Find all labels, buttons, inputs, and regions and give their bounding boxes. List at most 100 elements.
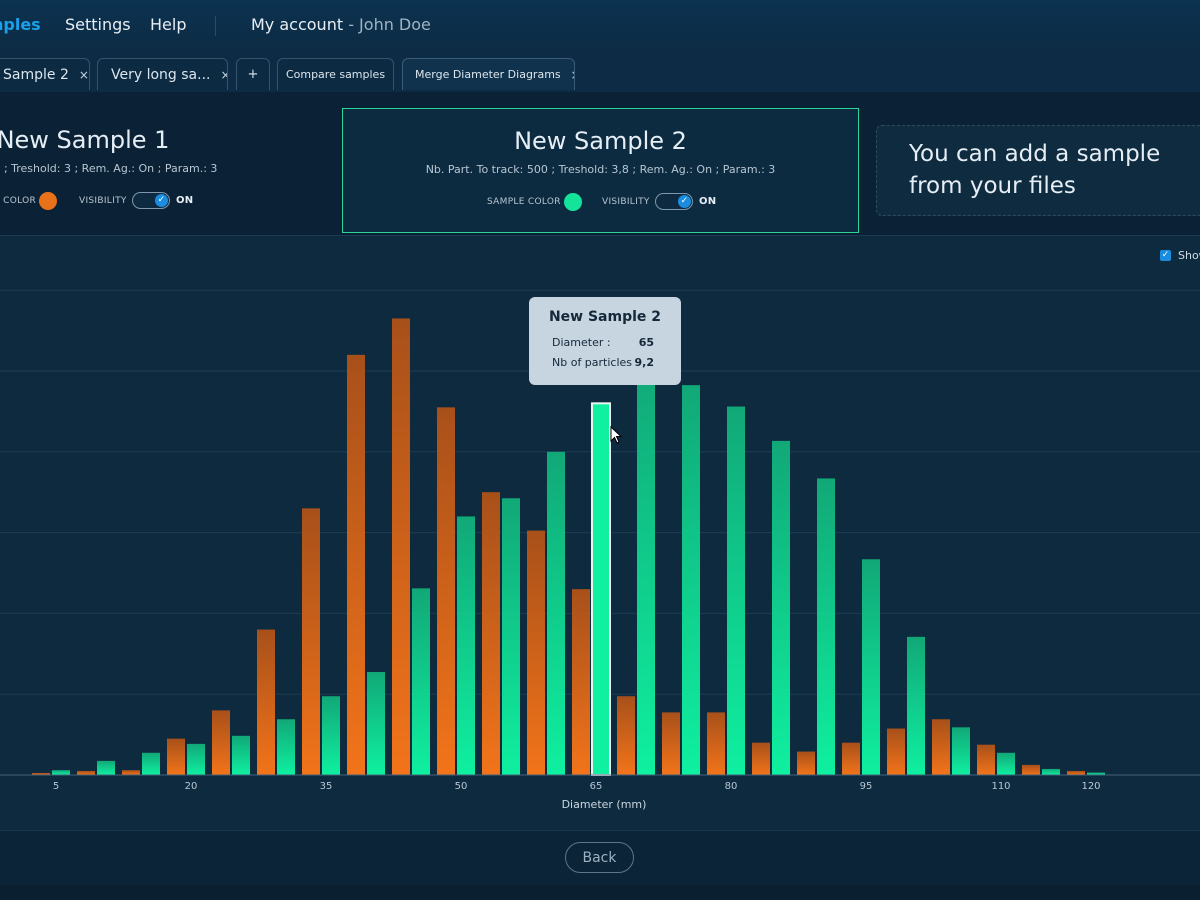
add-sample-text: You can add a sample from your files	[909, 141, 1161, 199]
sample1-bar-55[interactable]	[482, 492, 500, 775]
sample1-bar-90[interactable]	[797, 751, 815, 775]
tab-sample-2[interactable]: Sample 2 ×	[0, 58, 90, 90]
add-sample-dropzone[interactable]: You can add a sample from your files	[876, 125, 1200, 216]
nav-settings-link[interactable]: Settings	[65, 15, 131, 34]
samples-row: New Sample 1 rack: 500 ; Treshold: 3 ; R…	[0, 92, 1200, 236]
sample2-bar-80[interactable]	[727, 406, 745, 775]
sample1-bar-80[interactable]	[707, 712, 725, 775]
sample1-bar-45[interactable]	[392, 318, 410, 775]
x-axis-label: Diameter (mm)	[562, 798, 647, 811]
sample2-bar-70[interactable]	[637, 366, 655, 775]
top-nav-bar: nples Settings Help My account - John Do…	[0, 0, 1200, 50]
sample2-bar-35[interactable]	[322, 696, 340, 775]
sample-title: New Sample 1	[0, 126, 170, 154]
x-tick-label: 5	[53, 781, 59, 792]
x-tick-label: 95	[860, 781, 873, 792]
close-icon[interactable]: ×	[571, 68, 574, 82]
sample2-bar-120[interactable]	[1087, 772, 1105, 775]
tab-compare-samples[interactable]: Compare samples	[277, 58, 394, 90]
show-checkbox[interactable]: ✓ Show	[1160, 249, 1200, 263]
sample-color-label: E COLOR	[0, 196, 37, 206]
sample1-bar-60[interactable]	[527, 530, 545, 775]
plus-icon: +	[247, 67, 259, 82]
x-tick-label: 20	[185, 781, 198, 792]
nav-help-link[interactable]: Help	[150, 15, 187, 34]
sample2-bar-40[interactable]	[367, 671, 385, 775]
sample2-bar-45[interactable]	[412, 588, 430, 775]
sample1-bar-35[interactable]	[302, 508, 320, 775]
bottom-strip	[0, 885, 1200, 900]
add-tab-button[interactable]: +	[236, 58, 270, 90]
sample2-bar-90[interactable]	[817, 478, 835, 775]
sample1-bar-110[interactable]	[977, 744, 995, 775]
sample2-bar-25[interactable]	[232, 735, 250, 775]
close-icon[interactable]: ×	[78, 67, 89, 82]
tab-label: Very long sa...	[111, 66, 211, 83]
sample-params: Nb. Part. To track: 500 ; Treshold: 3,8 …	[425, 163, 776, 176]
sample2-bar-95[interactable]	[862, 559, 880, 775]
sample1-bar-50[interactable]	[437, 407, 455, 775]
sample-card-2[interactable]: New Sample 2 Nb. Part. To track: 500 ; T…	[342, 108, 859, 233]
sample2-bar-85[interactable]	[772, 440, 790, 775]
tab-very-long-sample[interactable]: Very long sa... ×	[97, 58, 228, 90]
x-tick-labels: 5 20 35 50 65 80 95 110 120	[53, 781, 1101, 792]
sample1-bar-65[interactable]	[572, 589, 590, 775]
account-label: My account	[251, 15, 344, 34]
sample2-bar-105[interactable]	[952, 727, 970, 775]
check-icon: ✓	[678, 195, 691, 208]
sample2-bar-10[interactable]	[97, 760, 115, 775]
sample2-bar-115[interactable]	[1042, 768, 1060, 775]
tooltip-diameter-value: 65	[638, 336, 654, 349]
tab-label: Sample 2	[3, 66, 69, 83]
nav-account-link[interactable]: My account - John Doe	[251, 15, 431, 34]
sample1-bar-15[interactable]	[122, 770, 140, 775]
sample1-bar-95[interactable]	[842, 742, 860, 775]
close-icon[interactable]: ×	[220, 68, 227, 82]
tooltip-particles-label: Nb of particles	[552, 356, 633, 369]
sample1-bar-30[interactable]	[257, 629, 275, 775]
sample2-bar-5[interactable]	[52, 770, 70, 775]
x-tick-label: 80	[725, 781, 738, 792]
tooltip-title: New Sample 2	[548, 309, 662, 325]
check-icon: ✓	[155, 194, 168, 207]
sample2-bar-55[interactable]	[502, 498, 520, 775]
tab-label: Compare samples	[285, 68, 386, 81]
sample-card-1[interactable]: New Sample 1 rack: 500 ; Treshold: 3 ; R…	[0, 108, 343, 233]
sample2-bar-30[interactable]	[277, 719, 295, 775]
back-button[interactable]: Back	[565, 842, 634, 873]
sample2-bar-100[interactable]	[907, 636, 925, 775]
sample-title: New Sample 2	[514, 127, 687, 155]
sample2-bar-20[interactable]	[187, 743, 205, 775]
nav-samples-link[interactable]: nples	[0, 15, 41, 34]
visibility-toggle[interactable]: ✓	[655, 193, 693, 210]
sample1-bar-115[interactable]	[1022, 764, 1040, 775]
checkbox-check-icon: ✓	[1160, 250, 1171, 261]
sample1-bar-105[interactable]	[932, 719, 950, 775]
sample1-bar-100[interactable]	[887, 728, 905, 775]
visibility-toggle[interactable]: ✓	[132, 192, 170, 209]
diameter-bar-chart: 5 20 35 50 65 80 95 110 120 Diameter (mm)	[0, 289, 1200, 811]
sample1-bar-75[interactable]	[662, 712, 680, 775]
sample1-bar-20[interactable]	[167, 738, 185, 775]
sample-controls: E COLOR VISIBILITY ✓ ON	[0, 192, 194, 212]
sample1-bar-40[interactable]	[347, 354, 365, 775]
sample-color-swatch[interactable]	[39, 192, 57, 210]
sample1-bar-85[interactable]	[752, 742, 770, 775]
sample1-bar-25[interactable]	[212, 710, 230, 775]
sample-color-label: SAMPLE COLOR	[487, 197, 561, 207]
x-tick-label: 110	[991, 781, 1010, 792]
sample2-bar-60[interactable]	[547, 451, 565, 775]
sample1-bar-10[interactable]	[77, 770, 95, 775]
sample2-bar-75[interactable]	[682, 385, 700, 775]
sample2-bar-50[interactable]	[457, 516, 475, 775]
sample2-bar-110[interactable]	[997, 752, 1015, 775]
sample1-bar-5[interactable]	[32, 772, 50, 775]
sample2-bar-15[interactable]	[142, 752, 160, 775]
sample2-bar-65[interactable]	[591, 402, 611, 776]
sample1-bar-70[interactable]	[617, 696, 635, 775]
visibility-state: ON	[176, 195, 194, 206]
sample1-bar-120[interactable]	[1067, 770, 1085, 775]
sample-color-swatch[interactable]	[564, 193, 582, 211]
tab-merge-diameter-diagrams[interactable]: Merge Diameter Diagrams ×	[402, 58, 575, 90]
visibility-label: VISIBILITY	[602, 197, 650, 207]
